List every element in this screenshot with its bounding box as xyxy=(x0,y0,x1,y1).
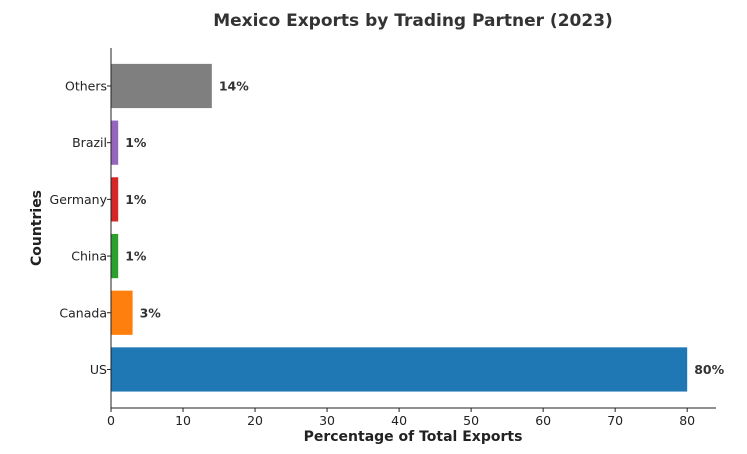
x-axis-label: Percentage of Total Exports xyxy=(304,429,523,445)
bar-china xyxy=(111,233,119,279)
y-axis-label: Countries xyxy=(29,190,45,266)
bar-others xyxy=(111,63,212,109)
data-label-others: 14% xyxy=(219,78,249,93)
x-axis-ticks: 0 10 20 30 40 50 60 70 80 xyxy=(107,408,695,428)
y-tick-label-germany: Germany xyxy=(50,192,108,207)
x-tick-label-60: 60 xyxy=(535,413,551,428)
bar-us xyxy=(111,347,688,392)
x-tick-label-50: 50 xyxy=(463,413,479,428)
data-label-us: 80% xyxy=(694,362,724,377)
y-tick-label-china: China xyxy=(71,249,107,264)
y-tick-label-us: US xyxy=(90,362,107,377)
y-tick-label-canada: Canada xyxy=(59,305,107,320)
bar-brazil xyxy=(111,120,119,165)
data-label-germany: 1% xyxy=(125,192,147,207)
x-tick-label-20: 20 xyxy=(247,413,263,428)
chart-title: Mexico Exports by Trading Partner (2023) xyxy=(213,11,613,31)
y-axis-ticks: US Canada China Germany Brazil Others xyxy=(50,78,111,377)
x-tick-label-10: 10 xyxy=(175,413,191,428)
x-tick-label-80: 80 xyxy=(679,413,695,428)
x-tick-label-30: 30 xyxy=(319,413,335,428)
data-label-brazil: 1% xyxy=(125,135,147,150)
plot-area: 80% 3% 1% 1% 1% 14% xyxy=(111,63,725,392)
y-tick-label-others: Others xyxy=(65,78,107,93)
bar-canada xyxy=(111,290,133,335)
bar-germany xyxy=(111,177,119,222)
x-tick-label-0: 0 xyxy=(107,413,115,428)
x-tick-label-70: 70 xyxy=(607,413,623,428)
x-tick-label-40: 40 xyxy=(391,413,407,428)
data-label-canada: 3% xyxy=(140,305,162,320)
y-tick-label-brazil: Brazil xyxy=(72,135,107,150)
data-label-china: 1% xyxy=(125,249,147,264)
